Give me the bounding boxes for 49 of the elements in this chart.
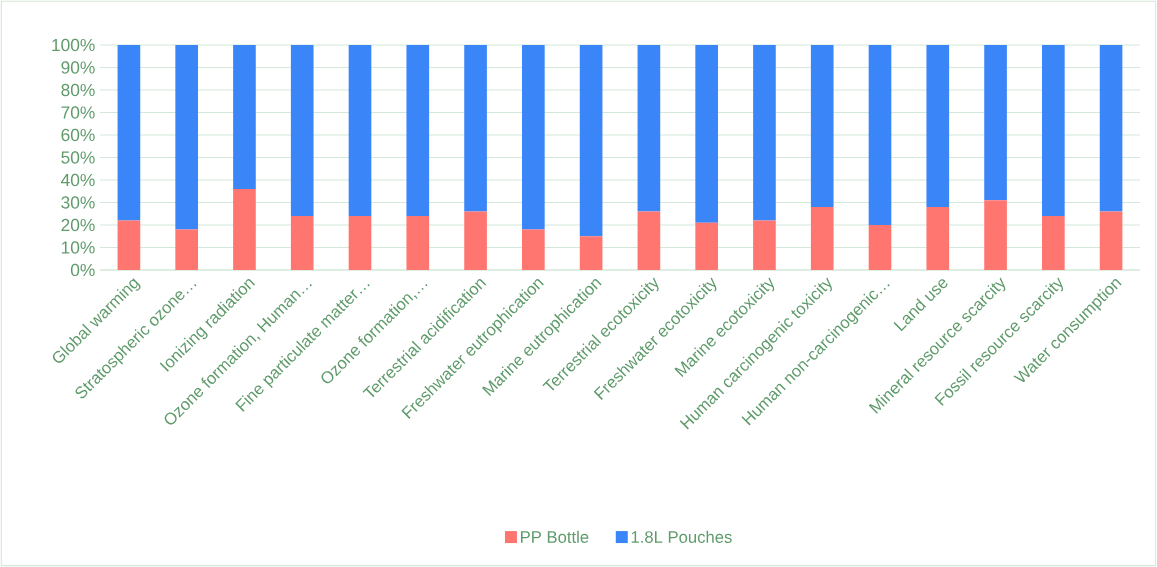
y-tick-label: 20% — [61, 218, 95, 232]
y-tick-label: 40% — [61, 173, 95, 187]
bar — [117, 220, 141, 270]
bar — [926, 45, 950, 207]
bar — [810, 45, 834, 207]
bar — [464, 45, 487, 212]
bar — [1042, 215, 1065, 270]
bar — [868, 224, 892, 270]
y-tick-label: 50% — [61, 151, 95, 164]
bar — [406, 45, 430, 216]
bar — [290, 45, 314, 216]
bar — [522, 45, 545, 230]
y-tick-label: 90% — [61, 61, 95, 74]
bar — [810, 206, 834, 270]
bar — [984, 200, 1007, 270]
bar — [695, 45, 718, 223]
bar — [175, 45, 199, 230]
bar — [290, 215, 314, 270]
bar — [348, 45, 372, 216]
bar — [233, 188, 256, 270]
bar — [868, 45, 892, 225]
legend-label: 1.8L Pouches — [631, 530, 732, 543]
bar — [637, 211, 661, 270]
bar — [175, 229, 199, 270]
bar — [753, 45, 776, 221]
bar — [926, 206, 950, 270]
bar — [579, 45, 603, 237]
y-tick-label: 10% — [61, 241, 95, 254]
bar — [637, 45, 661, 212]
bar — [406, 215, 430, 270]
bar — [753, 220, 776, 270]
bar — [984, 45, 1007, 201]
y-tick-label: 70% — [61, 106, 95, 119]
bar — [522, 229, 545, 270]
y-tick-label: 30% — [61, 196, 95, 209]
bar — [579, 236, 603, 270]
bar — [348, 215, 372, 270]
legend-label: PP Bottle — [520, 530, 589, 543]
bar — [117, 45, 141, 221]
bar — [233, 45, 256, 189]
y-tick-label: 80% — [61, 83, 95, 97]
y-tick-label: 60% — [61, 128, 95, 142]
bar — [1099, 45, 1123, 212]
bar — [464, 211, 487, 270]
y-tick-label: 100% — [52, 38, 95, 52]
bar — [695, 222, 718, 270]
y-tick-label: 0% — [70, 263, 95, 277]
bar — [1099, 211, 1123, 270]
bar — [1042, 45, 1065, 216]
